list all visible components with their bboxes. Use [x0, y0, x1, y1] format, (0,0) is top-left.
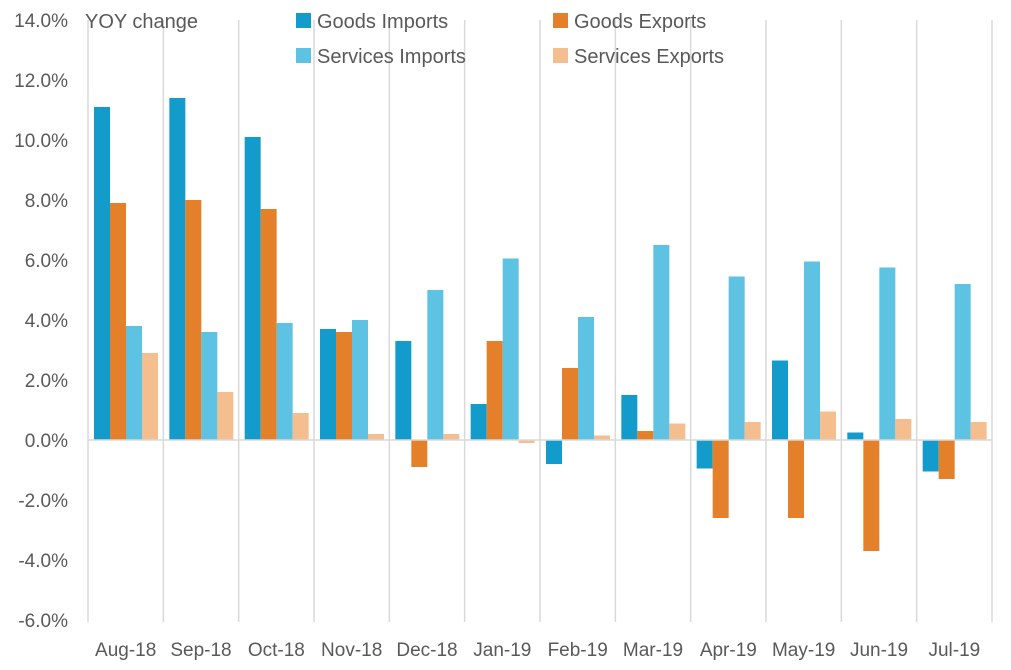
bar-services-exports — [744, 422, 761, 440]
legend-swatch — [296, 48, 311, 63]
x-tick-label: Jul-19 — [928, 640, 980, 661]
legend-label: Services Imports — [317, 46, 466, 68]
bar-goods-exports — [486, 341, 503, 440]
x-axis-ticks: Aug-18 Sep-18 Oct-18 Nov-18 Dec-18 Jan-19 Feb-… — [95, 640, 980, 661]
y-tick-label: 12.0% — [14, 71, 68, 92]
bar-services-exports — [970, 422, 987, 440]
bar-goods-imports — [94, 107, 110, 440]
bar-services-exports — [443, 434, 460, 440]
x-tick-label: Apr-19 — [700, 640, 757, 661]
bar-goods-imports — [546, 440, 562, 464]
bar-goods-exports — [637, 431, 654, 440]
bar-goods-exports — [336, 332, 352, 440]
bar-goods-imports — [621, 395, 638, 440]
y-tick-label: -4.0% — [18, 551, 68, 572]
x-tick-label: May-19 — [772, 640, 835, 661]
x-tick-label: Oct-18 — [248, 640, 305, 661]
x-tick-label: Feb-19 — [548, 640, 608, 661]
bar-services-exports — [594, 435, 610, 440]
bar-services-imports — [427, 290, 444, 440]
bar-services-exports — [292, 413, 309, 440]
bar-services-exports — [895, 419, 912, 440]
bar-goods-exports — [938, 440, 955, 479]
bar-goods-exports — [863, 440, 880, 551]
legend-swatch — [296, 13, 311, 28]
legend-label: Goods Exports — [574, 11, 706, 33]
y-axis-ticks: -6.0% -4.0% -2.0% 0.0% 2.0% 4.0% 6.0% 8.0% 10.0%… — [14, 11, 68, 632]
bar-goods-exports — [788, 440, 804, 518]
bar-goods-exports — [260, 209, 277, 440]
x-tick-label: Jan-19 — [473, 640, 531, 661]
y-tick-label: 14.0% — [14, 11, 68, 32]
x-tick-label: Aug-18 — [95, 640, 156, 661]
legend-swatch — [553, 48, 568, 63]
x-tick-label: Sep-18 — [170, 640, 231, 661]
bar-goods-imports — [772, 360, 788, 440]
y-tick-label: 2.0% — [25, 371, 68, 392]
y-tick-label: 4.0% — [25, 311, 68, 332]
bars — [94, 98, 987, 551]
legend-label: Goods Imports — [317, 11, 448, 33]
bar-goods-exports — [562, 368, 578, 440]
bar-services-exports — [518, 440, 535, 443]
legend-swatch — [553, 13, 568, 28]
bar-services-imports — [653, 245, 670, 440]
bar-services-imports — [201, 332, 218, 440]
y-tick-label: 8.0% — [25, 191, 68, 212]
legend: Goods Imports Goods Exports Services Impor… — [296, 11, 724, 68]
bar-services-imports — [578, 317, 594, 440]
y-tick-label: 0.0% — [25, 431, 68, 452]
bar-goods-exports — [411, 440, 428, 467]
bar-goods-imports — [922, 440, 939, 472]
bar-goods-exports — [110, 203, 126, 440]
bar-services-exports — [217, 392, 234, 440]
bar-services-exports — [820, 411, 836, 440]
x-tick-label: Dec-18 — [396, 640, 457, 661]
bar-services-imports — [352, 320, 368, 440]
bar-services-exports — [368, 434, 384, 440]
bar-goods-imports — [395, 341, 412, 440]
bar-goods-imports — [320, 329, 336, 440]
y-tick-label: 6.0% — [25, 251, 68, 272]
bar-services-imports — [276, 323, 293, 440]
y-tick-label: -6.0% — [18, 611, 68, 632]
category-separators — [87, 20, 993, 622]
legend-label: Services Exports — [574, 46, 724, 68]
bar-services-imports — [879, 267, 896, 440]
bar-services-exports — [142, 353, 158, 440]
bar-goods-imports — [169, 98, 186, 440]
bar-services-imports — [126, 326, 142, 440]
bar-services-exports — [669, 423, 686, 440]
x-tick-label: Mar-19 — [623, 640, 683, 661]
bar-goods-exports — [185, 200, 202, 440]
bar-goods-imports — [470, 404, 487, 440]
bar-goods-exports — [712, 440, 729, 518]
bar-services-imports — [728, 276, 745, 440]
x-tick-label: Nov-18 — [321, 640, 382, 661]
bar-goods-imports — [847, 432, 864, 440]
y-axis-label: YOY change — [85, 11, 198, 33]
x-tick-label: Jun-19 — [850, 640, 908, 661]
bar-services-imports — [804, 261, 820, 440]
bar-goods-imports — [244, 137, 261, 440]
y-tick-label: -2.0% — [18, 491, 68, 512]
bar-goods-imports — [696, 440, 713, 469]
bar-services-imports — [954, 284, 971, 440]
y-tick-label: 10.0% — [14, 131, 68, 152]
bar-services-imports — [502, 258, 519, 440]
